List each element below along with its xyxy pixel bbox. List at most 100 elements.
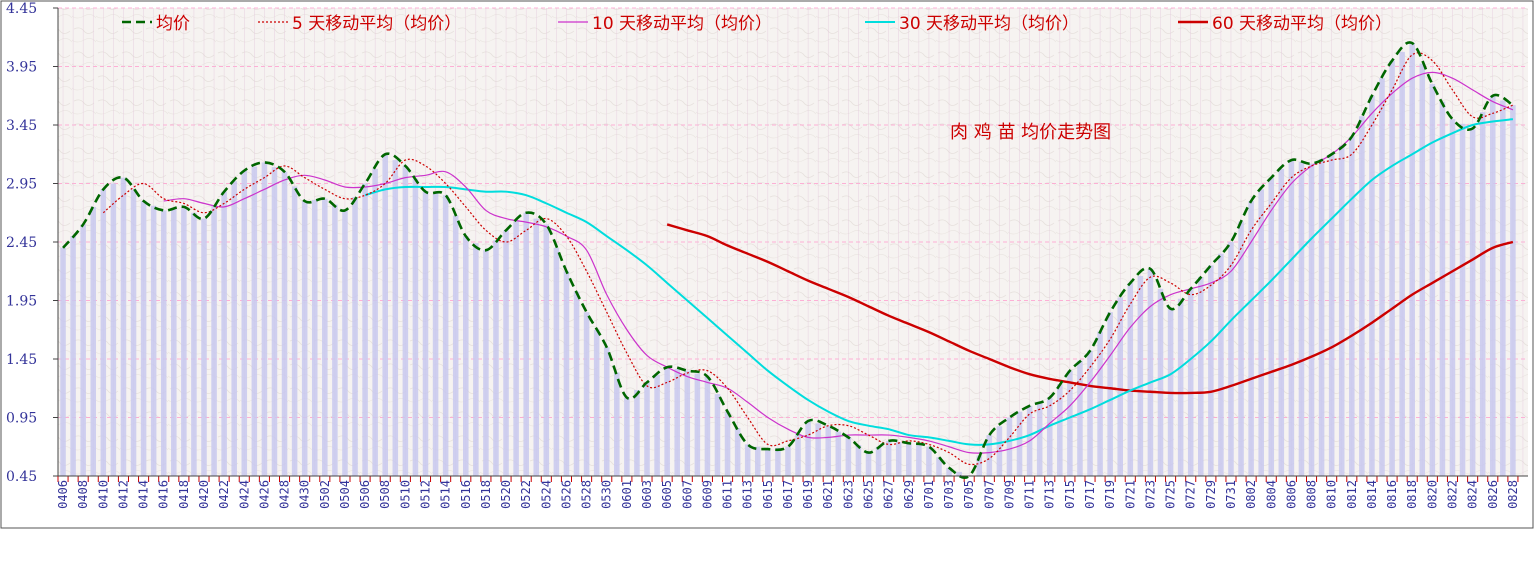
price-bar: [150, 205, 157, 477]
price-bar: [624, 397, 630, 476]
price-bar: [694, 373, 701, 476]
x-tick-label: 0609: [700, 480, 714, 509]
price-bar: [1459, 123, 1466, 476]
price-bar: [795, 433, 801, 476]
price-bar: [553, 247, 560, 476]
x-tick-label: 0504: [338, 480, 352, 509]
price-bar: [1359, 116, 1365, 476]
price-bar: [956, 471, 962, 476]
price-bar: [493, 240, 499, 476]
x-tick-label: 0625: [862, 480, 876, 509]
price-bar: [1036, 401, 1043, 476]
price-bar: [744, 444, 751, 476]
legend-label: 均价: [156, 14, 190, 34]
x-tick-label: 0418: [177, 480, 191, 509]
price-bar: [1500, 100, 1506, 477]
series-lines: [62, 41, 1514, 480]
y-tick-label: 2.95: [6, 177, 37, 193]
price-bar: [765, 449, 771, 476]
x-tick-label: 0818: [1405, 480, 1419, 509]
price-bar: [1369, 95, 1375, 476]
price-bar: [815, 423, 821, 476]
x-tick-label: 0408: [76, 480, 90, 509]
price-bar: [644, 382, 650, 476]
price-bar: [1349, 136, 1355, 476]
x-tick-label: 0426: [257, 480, 271, 509]
price-bar: [1208, 265, 1214, 476]
price-bar: [463, 236, 469, 476]
price-bar: [392, 160, 399, 476]
y-tick-label: 0.45: [6, 469, 37, 485]
x-tick-label: 0721: [1123, 480, 1137, 509]
price-bar: [976, 455, 983, 476]
price-bar: [654, 374, 660, 476]
price-bar: [201, 218, 207, 476]
x-tick-label: 0615: [761, 480, 775, 509]
price-bar: [1268, 177, 1275, 476]
price-bar: [1429, 84, 1436, 477]
price-bar: [382, 154, 388, 476]
x-tick-label: 0524: [539, 480, 553, 509]
x-tick-label: 0719: [1103, 480, 1117, 509]
price-bar: [1127, 282, 1134, 476]
y-tick-label: 3.45: [6, 118, 37, 134]
price-bar: [1389, 60, 1395, 477]
price-bar: [614, 372, 620, 476]
price-bar: [1409, 43, 1415, 476]
price-bar: [754, 446, 761, 476]
series-line-1: [102, 52, 1514, 466]
price-bar: [70, 236, 76, 476]
price-bar: [986, 435, 993, 476]
x-tick-label: 0711: [1023, 480, 1037, 509]
price-bar: [342, 210, 348, 476]
x-tick-label: 0601: [620, 480, 634, 509]
price-bar: [664, 367, 670, 476]
price-bar: [1449, 119, 1456, 477]
price-bar: [885, 440, 892, 476]
price-bar: [1399, 51, 1405, 476]
price-bar: [60, 247, 66, 476]
price-bar: [1198, 277, 1204, 476]
x-tick-label: 0806: [1284, 480, 1298, 509]
price-bar: [1338, 145, 1345, 476]
x-tick-label: 0617: [781, 480, 795, 509]
price-bar: [1077, 360, 1083, 476]
x-tick-label: 0611: [721, 480, 735, 509]
price-bar: [1308, 163, 1315, 477]
x-tick-label: 0804: [1264, 480, 1278, 509]
price-bar: [1218, 253, 1224, 476]
x-tick-label: 0526: [559, 480, 573, 509]
price-bar: [503, 230, 509, 476]
y-tick-labels: 0.45 0.95 1.45 1.95 2.45 2.95 3.45 3.95 4.45: [6, 1, 37, 485]
price-bar: [483, 250, 489, 476]
x-tick-label: 0814: [1365, 480, 1379, 509]
price-bar: [1469, 128, 1476, 476]
price-bar: [1248, 201, 1254, 477]
price-bar: [714, 394, 721, 476]
price-bar: [362, 183, 368, 476]
x-tick-label: 0518: [479, 480, 493, 509]
price-bar: [1117, 297, 1123, 476]
x-tick-label: 0701: [922, 480, 936, 509]
price-bar: [533, 218, 540, 476]
x-tick-label: 0416: [157, 480, 171, 509]
x-tick-label: 0619: [801, 480, 815, 509]
price-bar: [1479, 112, 1486, 476]
x-tick-label: 0621: [821, 480, 835, 509]
y-tick-label: 1.45: [6, 352, 37, 368]
price-bar: [211, 205, 217, 476]
price-bar: [181, 206, 187, 476]
price-bar: [231, 181, 237, 476]
price-bar: [1379, 78, 1385, 476]
price-bar: [946, 467, 952, 476]
x-tick-label: 0703: [942, 480, 956, 509]
price-bar: [1288, 160, 1295, 476]
x-tick-label: 0826: [1486, 480, 1500, 509]
x-tick-label: 0605: [660, 480, 674, 509]
price-bar: [674, 368, 680, 476]
x-tick-label: 0629: [902, 480, 916, 509]
price-bar: [473, 243, 479, 476]
price-bar: [301, 201, 308, 477]
price-bar: [513, 221, 519, 476]
price-bar: [1107, 312, 1113, 476]
